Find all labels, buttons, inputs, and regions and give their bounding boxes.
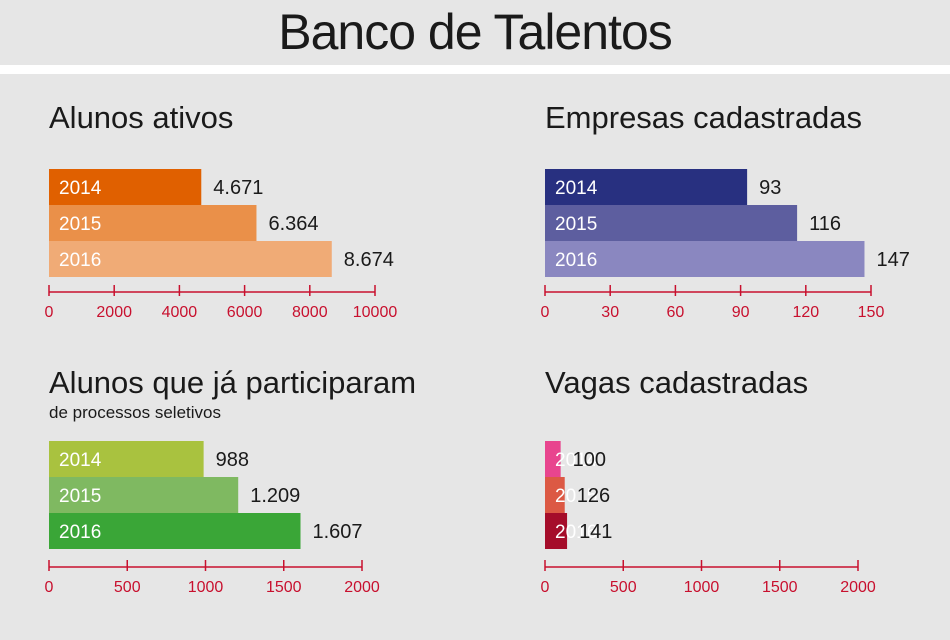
x-tick-label: 0 <box>45 304 54 321</box>
bar-value-label: 4.671 <box>213 177 263 199</box>
bar-value-label: 147 <box>876 249 909 271</box>
x-tick-label: 90 <box>732 304 750 321</box>
chart-title: Alunos ativos <box>49 100 233 135</box>
bar-2016 <box>49 241 332 277</box>
page-title: Banco de Talentos <box>278 4 673 60</box>
bar-2014 <box>545 441 561 477</box>
chart-panel-2: Empresas cadastradas 2014 93 2015 116 2016 147… <box>541 100 910 321</box>
bar-value-label: 126 <box>577 485 610 507</box>
chart-title: Empresas cadastradas <box>545 100 862 135</box>
bar-category-label: 2015 <box>59 214 101 235</box>
x-tick-label: 10000 <box>353 304 398 321</box>
bar-category-label: 2014 <box>555 450 598 471</box>
x-tick-label: 2000 <box>344 579 380 596</box>
x-tick-label: 0 <box>45 579 54 596</box>
bar-category-label: 2016 <box>555 250 597 271</box>
bar-category-label: 2014 <box>59 178 102 199</box>
bar-category-label: 2015 <box>59 486 101 507</box>
x-tick-label: 60 <box>667 304 685 321</box>
title-divider <box>0 65 950 74</box>
x-tick-label: 1000 <box>188 579 224 596</box>
bar-2014 <box>49 169 202 205</box>
bar-2015 <box>545 477 565 513</box>
x-tick-label: 1000 <box>684 579 720 596</box>
bar-2016 <box>545 241 865 277</box>
bar-category-label: 2016 <box>59 250 101 271</box>
bar-value-label: 93 <box>759 177 781 199</box>
bar-category-label: 2015 <box>555 486 597 507</box>
chart-panel-1: Alunos ativos 2014 4.671 2015 6.364 2016 8.674… <box>45 100 398 321</box>
chart-subtitle: de processos seletivos <box>49 403 221 422</box>
x-tick-label: 8000 <box>292 304 328 321</box>
chart-panel-3: Alunos que já participaram de processos s… <box>45 365 417 596</box>
bar-2014 <box>545 169 748 205</box>
bar-value-label: 100 <box>573 449 606 471</box>
x-tick-label: 0 <box>541 304 550 321</box>
bar-category-label: 2014 <box>555 178 598 199</box>
bar-value-label: 116 <box>809 213 841 235</box>
bar-2015 <box>49 205 257 241</box>
x-tick-label: 120 <box>792 304 819 321</box>
x-tick-label: 500 <box>610 579 637 596</box>
bar-category-label: 2015 <box>555 214 597 235</box>
bar-value-label: 141 <box>579 521 612 543</box>
bar-2015 <box>49 477 239 513</box>
bar-category-label: 2014 <box>59 450 102 471</box>
bar-2016 <box>49 513 301 549</box>
x-tick-label: 1500 <box>266 579 302 596</box>
x-tick-label: 150 <box>858 304 885 321</box>
bar-2014 <box>49 441 204 477</box>
x-tick-label: 0 <box>541 579 550 596</box>
bar-2015 <box>545 205 798 241</box>
chart-title: Vagas cadastradas <box>545 365 808 400</box>
x-tick-label: 2000 <box>96 304 132 321</box>
bar-category-label: 2016 <box>59 522 101 543</box>
x-tick-label: 4000 <box>162 304 198 321</box>
x-tick-label: 1500 <box>762 579 798 596</box>
bar-value-label: 988 <box>216 449 249 471</box>
chart-title: Alunos que já participaram <box>49 365 416 400</box>
bar-value-label: 6.364 <box>268 213 318 235</box>
bar-2016 <box>545 513 568 549</box>
bar-category-label: 2016 <box>555 522 597 543</box>
x-tick-label: 500 <box>114 579 141 596</box>
bar-value-label: 1.607 <box>312 521 362 543</box>
x-tick-label: 2000 <box>840 579 876 596</box>
x-tick-label: 6000 <box>227 304 263 321</box>
x-tick-label: 30 <box>601 304 619 321</box>
bar-value-label: 8.674 <box>344 249 394 271</box>
bar-value-label: 1.209 <box>250 485 300 507</box>
